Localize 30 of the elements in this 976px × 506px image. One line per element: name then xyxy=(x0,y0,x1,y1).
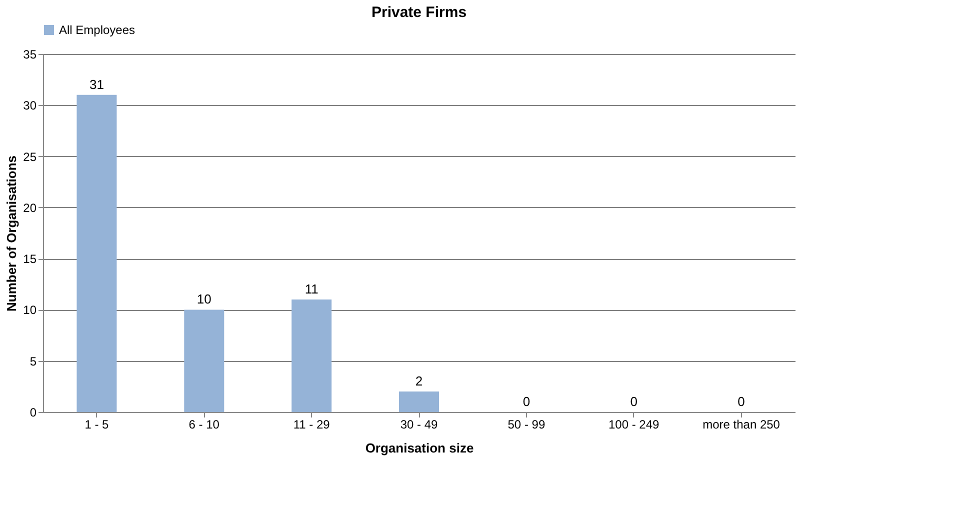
y-tick-label: 5 xyxy=(30,354,37,368)
y-tick-label: 20 xyxy=(23,200,37,215)
x-tick-label: 1 - 5 xyxy=(84,418,110,432)
x-tick-label: more than 250 xyxy=(702,418,780,432)
x-tick-label: 100 - 249 xyxy=(608,418,660,432)
bar xyxy=(184,310,224,412)
data-label: 31 xyxy=(89,76,104,92)
y-axis-title: Number of Organisations xyxy=(4,155,20,312)
x-tick-label: 6 - 10 xyxy=(188,418,220,432)
bar xyxy=(76,94,117,412)
chart-title: Private Firms xyxy=(371,4,467,21)
data-label: 10 xyxy=(196,292,212,307)
x-tick-label: 50 - 99 xyxy=(508,418,546,432)
data-label: 0 xyxy=(522,394,530,409)
bar xyxy=(399,392,439,412)
data-label: 2 xyxy=(415,374,423,389)
data-label: 11 xyxy=(304,281,318,296)
y-tick-label: 10 xyxy=(23,303,37,318)
x-tick-label: 11 - 29 xyxy=(293,418,330,432)
y-tick-label: 15 xyxy=(23,252,37,266)
x-axis-title: Organisation size xyxy=(365,440,474,456)
y-tick-label: 0 xyxy=(30,406,37,420)
legend-label: All Employees xyxy=(59,23,136,37)
x-tick-label: 30 - 49 xyxy=(400,418,438,432)
bar xyxy=(292,299,332,412)
y-tick-label: 30 xyxy=(23,98,37,113)
data-label: 0 xyxy=(738,394,745,409)
y-tick-label: 35 xyxy=(23,48,37,62)
y-tick-label: 25 xyxy=(23,150,37,164)
data-label: 0 xyxy=(630,394,638,409)
